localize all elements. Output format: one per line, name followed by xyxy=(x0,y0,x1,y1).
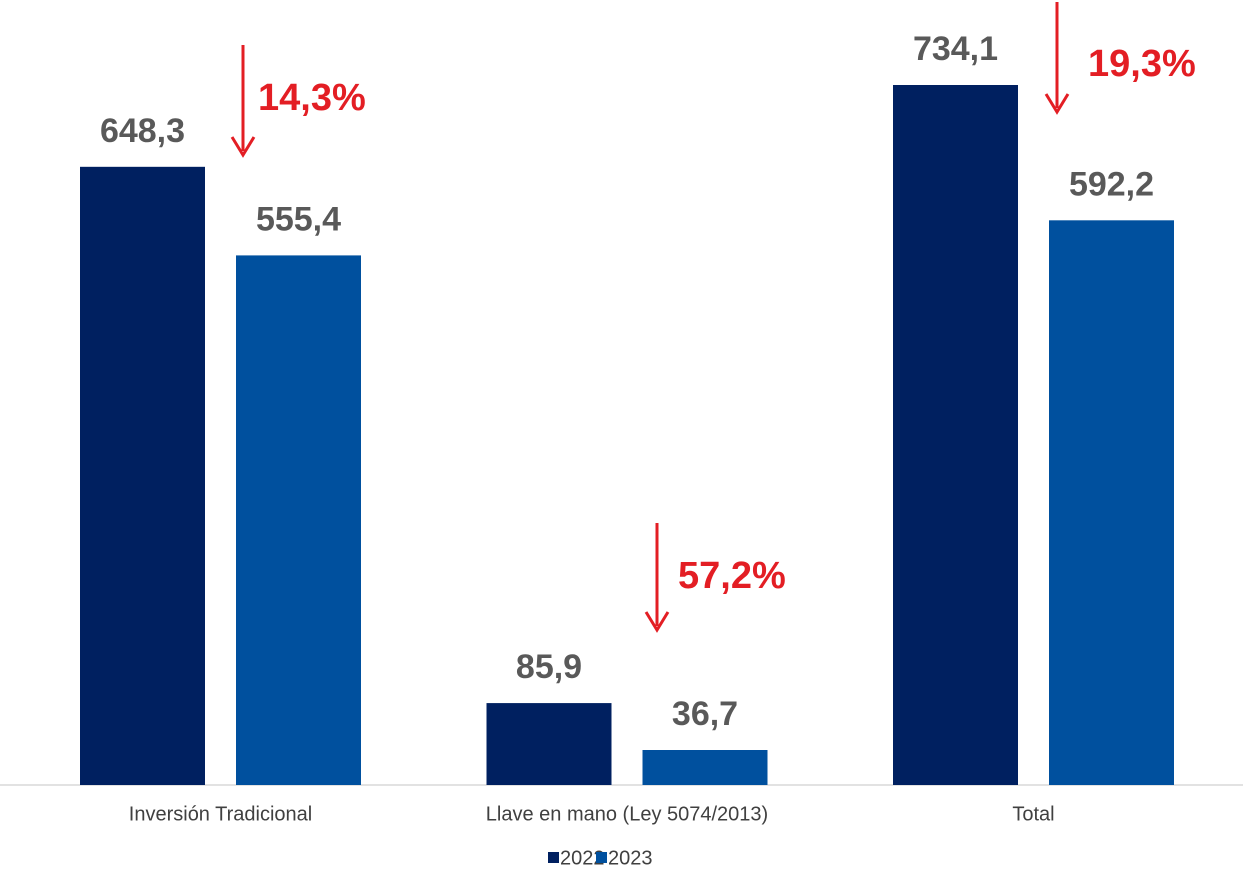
legend-label: 2022 xyxy=(560,847,605,869)
x-tick-label: Inversión Tradicional xyxy=(129,803,312,825)
annotation: 14,3% xyxy=(258,77,366,119)
value-label: 85,9 xyxy=(516,648,582,686)
bar xyxy=(486,703,612,785)
annotation: 57,2% xyxy=(678,555,786,597)
x-tick-label: Llave en mano (Ley 5074/2013) xyxy=(486,803,768,825)
arrow-head xyxy=(230,136,256,158)
value-label: 555,4 xyxy=(256,200,341,238)
arrow-head xyxy=(1044,93,1070,115)
legend-swatch xyxy=(548,852,559,863)
arrow-head xyxy=(644,611,670,633)
bar xyxy=(80,166,205,786)
annotation: 19,3% xyxy=(1088,43,1196,85)
legend-swatch xyxy=(596,852,607,863)
value-label: 734,1 xyxy=(913,30,998,68)
value-label: 648,3 xyxy=(100,112,185,150)
bar xyxy=(893,85,1018,785)
x-tick-label: Total xyxy=(1012,803,1054,825)
value-label: 36,7 xyxy=(672,695,738,733)
legend-label: 2023 xyxy=(608,847,653,869)
bar xyxy=(1049,220,1174,786)
value-label: 592,2 xyxy=(1069,165,1154,203)
bar xyxy=(642,750,768,785)
bar xyxy=(236,255,361,786)
